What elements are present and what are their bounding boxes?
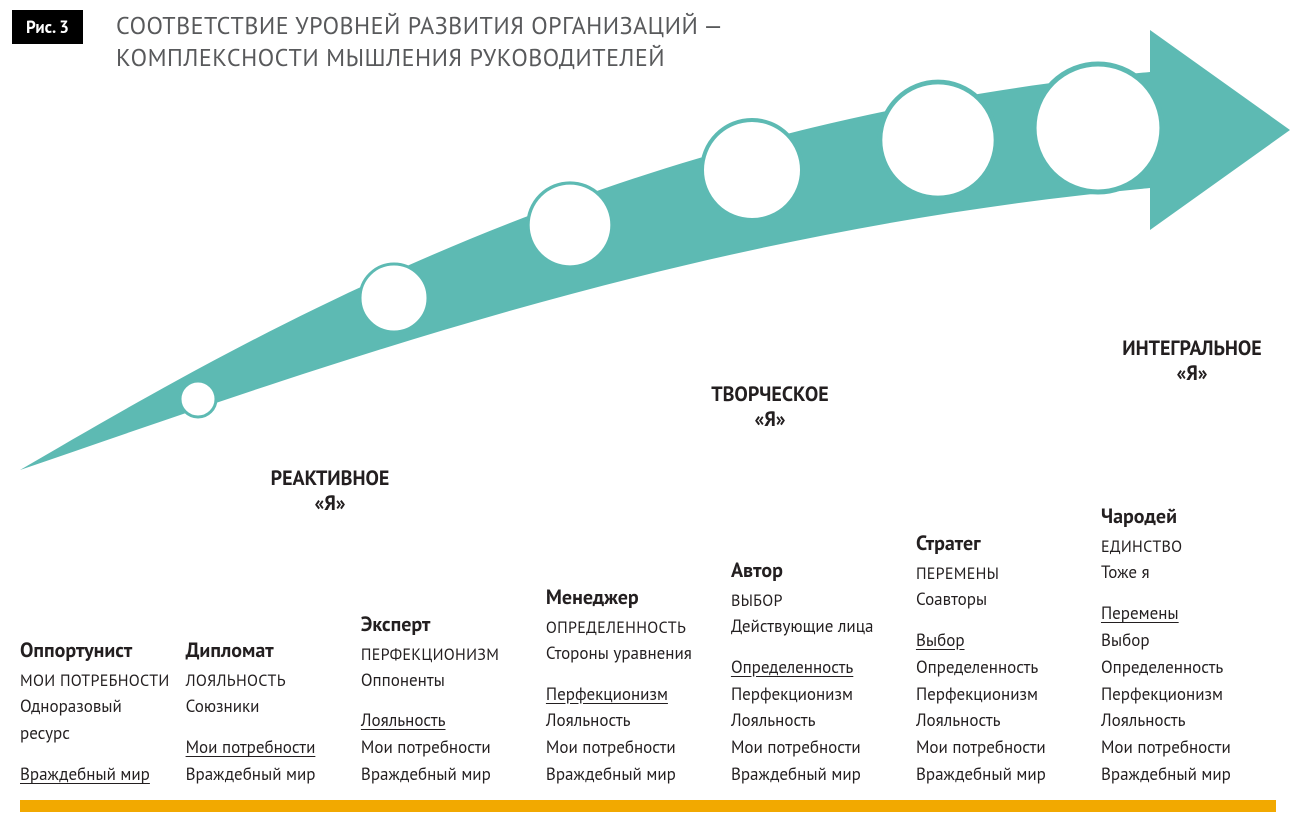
column-line: Мои потребности — [361, 734, 530, 761]
column-line: Лояльность — [916, 707, 1085, 734]
column-caps: ПЕРФЕКЦИОНИЗМ — [361, 643, 530, 667]
column-5: Стратег ПЕРЕМЕНЫСоавторы ВыборОпределеннос… — [908, 530, 1093, 788]
column-title: Чародей — [1101, 503, 1270, 529]
column-title: Автор — [731, 557, 900, 583]
column-title: Стратег — [916, 530, 1085, 556]
column-line: Мои потребности — [186, 734, 345, 761]
column-1: Дипломат ЛОЯЛЬНОСТЬСоюзники Мои потребност… — [178, 637, 353, 788]
column-line: Лояльность — [731, 707, 900, 734]
column-2: Эксперт ПЕРФЕКЦИОНИЗМОппоненты ЛояльностьМ… — [353, 611, 538, 788]
column-line: Лояльность — [361, 707, 530, 734]
figure-title-line1: СООТВЕТСТВИЕ УРОВНЕЙ РАЗВИТИЯ ОРГАНИЗАЦИ… — [116, 10, 723, 41]
column-line: Мои потребности — [916, 734, 1085, 761]
group-integral-l2: «Я» — [1176, 360, 1207, 386]
group-creative-l2: «Я» — [754, 406, 785, 432]
group-integral: ИНТЕГРАЛЬНОЕ «Я» — [1092, 336, 1292, 386]
column-caps: ПЕРЕМЕНЫ — [916, 562, 1085, 586]
column-line: Перфекционизм — [1101, 681, 1270, 708]
column-caps: ОПРЕДЕЛЕННОСТЬ — [546, 616, 715, 640]
group-creative: ТВОРЧЕСКОЕ «Я» — [660, 382, 880, 432]
column-line: Перемены — [1101, 600, 1270, 627]
column-line: Действующие лица — [731, 613, 900, 640]
column-caps: ВЫБОР — [731, 589, 900, 613]
figure-badge: Рис. 3 — [12, 10, 83, 44]
column-caps: ЕДИНСТВО — [1101, 535, 1270, 559]
column-line: Лояльность — [1101, 707, 1270, 734]
column-line: Враждебный мир — [546, 761, 715, 788]
column-line: Тоже я — [1101, 559, 1270, 586]
column-line: Перфекционизм — [546, 681, 715, 708]
column-line: Стороны уравнения — [546, 640, 715, 667]
column-title: Оппортунист — [20, 637, 170, 663]
column-line: Мои потребности — [1101, 734, 1270, 761]
column-line: Враждебный мир — [916, 761, 1085, 788]
column-line: Оппоненты — [361, 667, 530, 694]
column-line: Лояльность — [546, 707, 715, 734]
column-caps: ЛОЯЛЬНОСТЬ — [186, 669, 345, 693]
column-title: Менеджер — [546, 584, 715, 610]
column-title: Дипломат — [186, 637, 345, 663]
column-caps: МОИ ПОТРЕБНОСТИ — [20, 669, 170, 693]
column-line: Перфекционизм — [916, 681, 1085, 708]
column-line: Враждебный мир — [731, 761, 900, 788]
column-line: Перфекционизм — [731, 681, 900, 708]
column-4: Автор ВЫБОРДействующие лица Определенность… — [723, 557, 908, 788]
arrow-svg — [0, 0, 1296, 500]
column-line: Выбор — [1101, 627, 1270, 654]
columns-row: Оппортунист МОИ ПОТРЕБНОСТИОдноразовый ре… — [0, 503, 1296, 788]
column-line: Враждебный мир — [361, 761, 530, 788]
column-line: Враждебный мир — [186, 761, 345, 788]
column-line: Определенность — [731, 654, 900, 681]
column-line: Определенность — [916, 654, 1085, 681]
figure-title-line2: КОМПЛЕКСНОСТИ МЫШЛЕНИЯ РУКОВОДИТЕЛЕЙ — [116, 42, 665, 73]
footer-bar — [20, 800, 1276, 812]
group-reactive-l1: РЕАКТИВНОЕ — [271, 465, 390, 491]
column-line: Выбор — [916, 627, 1085, 654]
column-title: Эксперт — [361, 611, 530, 637]
column-0: Оппортунист МОИ ПОТРЕБНОСТИОдноразовый ре… — [12, 637, 178, 788]
column-line: Одноразовый ресурс — [20, 693, 170, 747]
figure-title: СООТВЕТСТВИЕ УРОВНЕЙ РАЗВИТИЯ ОРГАНИЗАЦИ… — [116, 10, 723, 75]
column-line: Союзники — [186, 693, 345, 720]
group-creative-l1: ТВОРЧЕСКОЕ — [711, 381, 828, 407]
column-line: Мои потребности — [546, 734, 715, 761]
group-integral-l1: ИНТЕГРАЛЬНОЕ — [1122, 335, 1261, 361]
growth-arrow — [0, 0, 1296, 500]
column-line: Враждебный мир — [20, 761, 170, 788]
column-6: Чародей ЕДИНСТВОТоже я ПеременыВыборОпреде… — [1093, 503, 1278, 788]
column-line: Мои потребности — [731, 734, 900, 761]
column-line: Определенность — [1101, 654, 1270, 681]
column-line: Соавторы — [916, 586, 1085, 613]
column-3: Менеджер ОПРЕДЕЛЕННОСТЬСтороны уравнения П… — [538, 584, 723, 788]
column-line: Враждебный мир — [1101, 761, 1270, 788]
